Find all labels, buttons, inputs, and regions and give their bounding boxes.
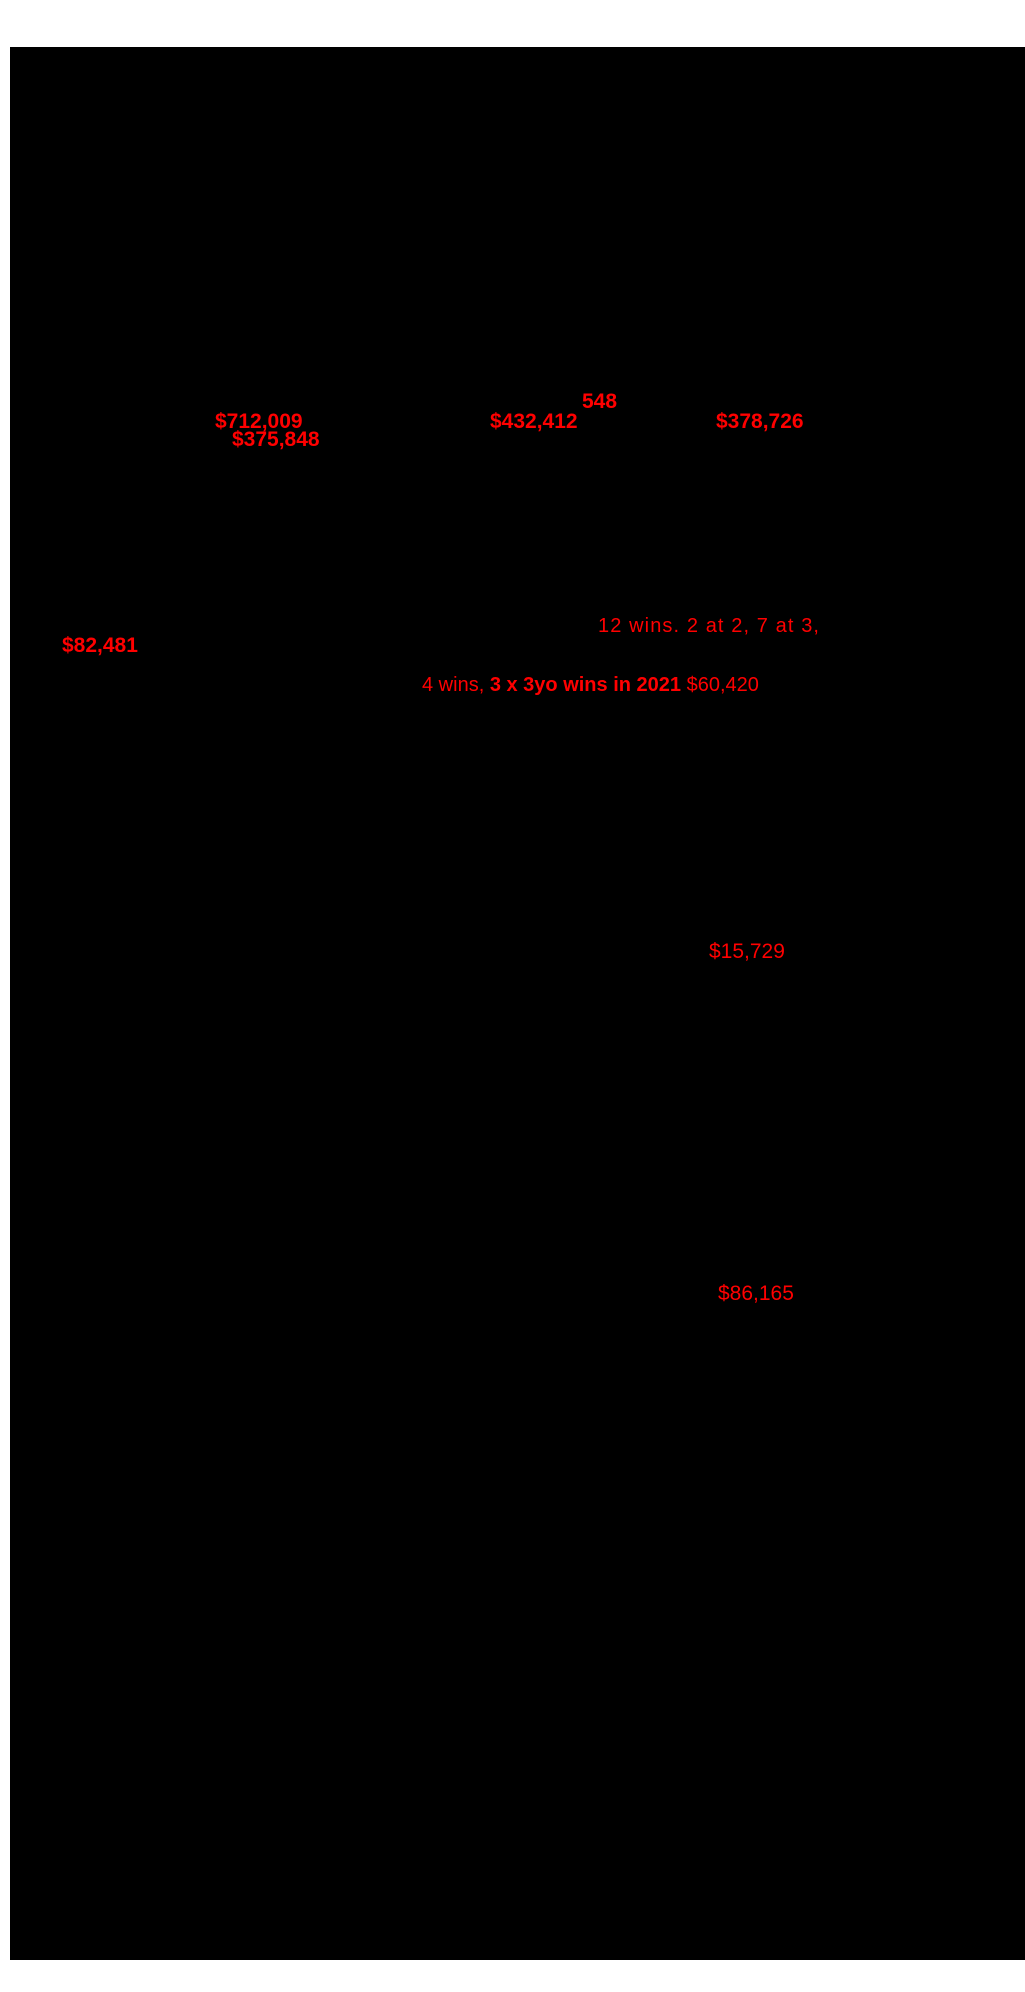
annotation-earnings-712009: $712,009 — [215, 410, 303, 433]
annotation-wins-and-earnings: 4 wins, 3 x 3yo wins in 2021 $60,420 — [422, 675, 759, 695]
annotation-earnings-86165: $86,165 — [718, 1282, 794, 1305]
annotation-earnings-432412: $432,412 — [490, 410, 578, 433]
annotation-count-548: 548 — [582, 390, 618, 413]
annotation-earnings-60420: $60,420 — [681, 674, 759, 696]
annotation-wins-prefix: 4 wins, — [422, 674, 490, 696]
annotation-earnings-375848: $375,848 — [232, 428, 320, 451]
annotation-wins-summary: 12 wins. 2 at 2, 7 at 3, — [598, 615, 821, 637]
annotation-earnings-82481: $82,481 — [62, 634, 138, 657]
annotation-3yo-wins-highlight: 3 x 3yo wins in 2021 — [489, 674, 682, 696]
black-content-panel: $712,009 $375,848 548 $432,412 $378,726 … — [10, 47, 1025, 1960]
annotation-earnings-15729: $15,729 — [709, 940, 785, 963]
annotation-earnings-378726: $378,726 — [716, 410, 804, 433]
